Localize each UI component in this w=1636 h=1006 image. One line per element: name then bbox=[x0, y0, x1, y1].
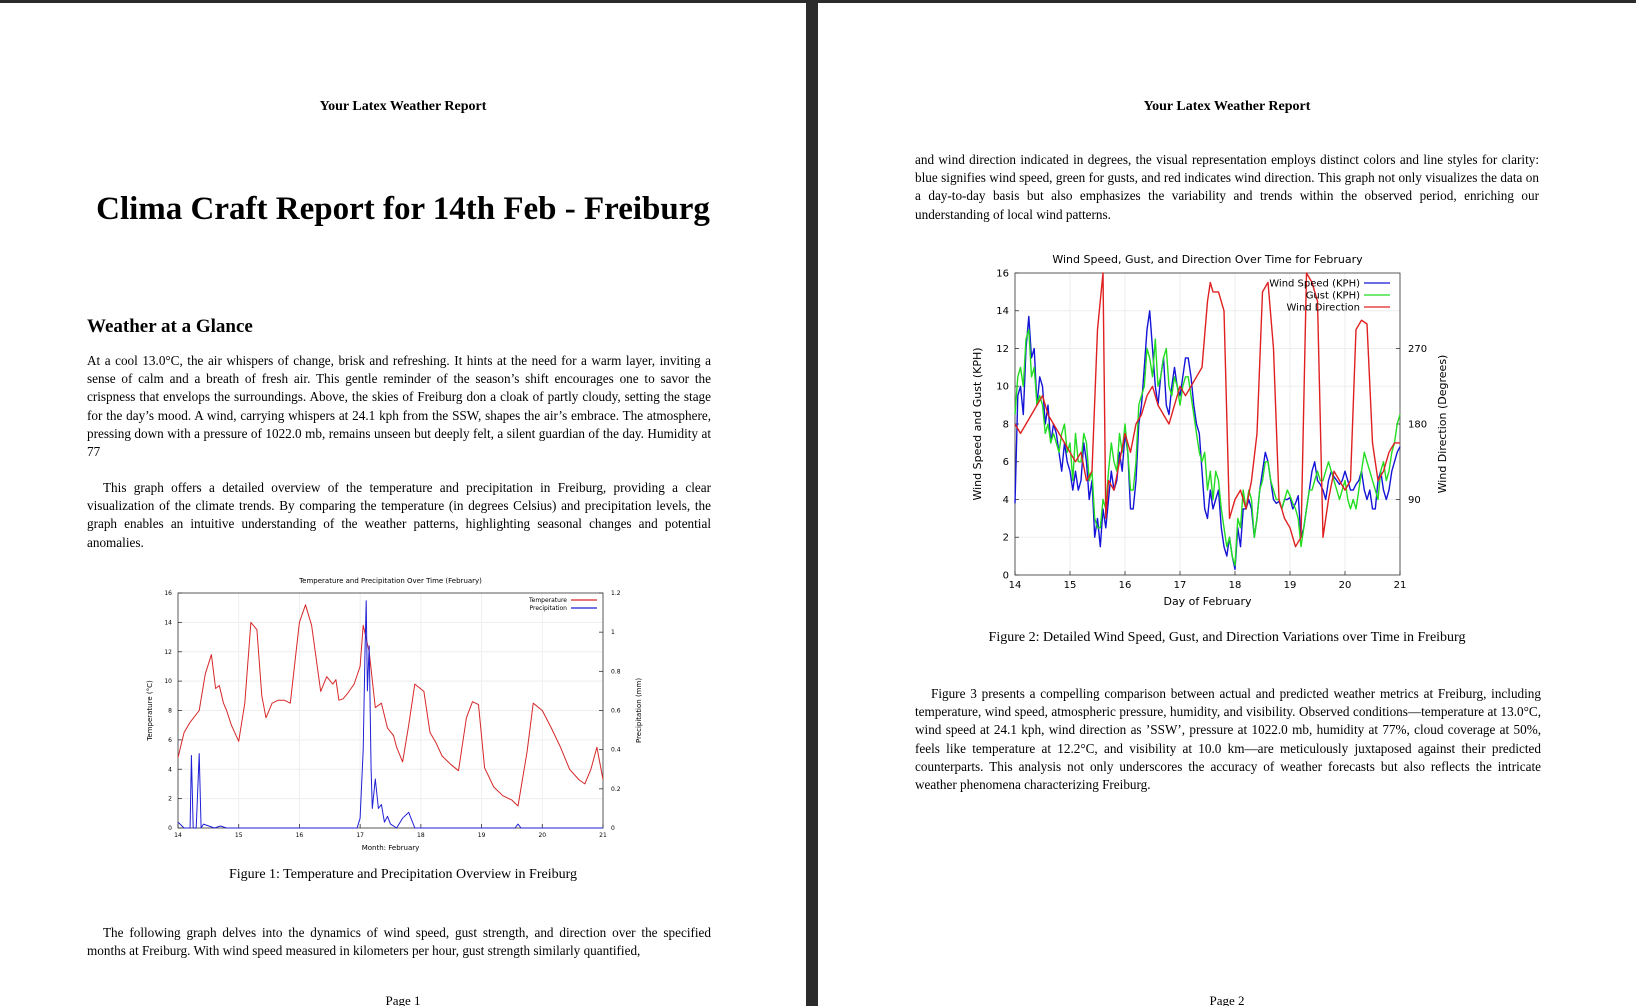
y2-tick-label: 0 bbox=[611, 825, 615, 832]
x-tick-label: 15 bbox=[1064, 580, 1077, 591]
legend-label: Precipitation bbox=[529, 605, 567, 612]
y-tick-label: 8 bbox=[168, 708, 172, 715]
y-axis-label: Temperature (°C) bbox=[146, 680, 154, 742]
x-tick-label: 21 bbox=[599, 832, 607, 839]
x-tick-label: 20 bbox=[1339, 580, 1352, 591]
graph-intro-paragraph: This graph offers a detailed overview of… bbox=[87, 480, 711, 550]
page-2: Your Latex Weather Report and wind direc… bbox=[818, 3, 1636, 1006]
weather-paragraph: At a cool 13.0°C, the air whispers of ch… bbox=[87, 353, 711, 460]
x-tick-label: 16 bbox=[296, 832, 304, 839]
chart-title: Wind Speed, Gust, and Direction Over Tim… bbox=[1052, 253, 1363, 266]
page-number: Page 2 bbox=[1209, 993, 1245, 1006]
y-tick-label: 0 bbox=[168, 825, 172, 832]
y2-tick-label: 0.6 bbox=[611, 708, 621, 715]
legend-label: Wind Direction bbox=[1287, 302, 1361, 313]
x-axis-label: Month: February bbox=[362, 844, 420, 852]
y-axis-label: Wind Speed and Gust (KPH) bbox=[971, 347, 984, 500]
x-tick-label: 18 bbox=[417, 832, 425, 839]
figure-1-caption: Figure 1: Temperature and Precipitation … bbox=[228, 867, 578, 882]
y-tick-label: 16 bbox=[996, 268, 1009, 279]
x-tick-label: 19 bbox=[478, 832, 486, 839]
temperature-precipitation-chart: 14 15 16 17 18 19 20 21 0 2 4 6 8 10 12 14 16 0 0.2 0.4 0.6 0… bbox=[146, 577, 643, 852]
y2-axis-label: Wind Direction (Degrees) bbox=[1436, 355, 1449, 494]
page-number: Page 1 bbox=[385, 993, 421, 1006]
wind-description-paragraph: and wind direction indicated in degrees,… bbox=[915, 152, 1539, 222]
y2-tick-label: 270 bbox=[1408, 344, 1427, 355]
document-title: Clima Craft Report for 14th Feb - Freibu… bbox=[96, 191, 710, 227]
y2-tick-label: 180 bbox=[1408, 419, 1427, 430]
x-tick-label: 15 bbox=[235, 832, 243, 839]
wind-speed-line bbox=[1014, 310, 1401, 570]
running-header: Your Latex Weather Report bbox=[1143, 99, 1311, 114]
chart-title: Temperature and Precipitation Over Time … bbox=[298, 577, 482, 585]
precipitation-line bbox=[177, 600, 603, 829]
y2-tick-label: 0.2 bbox=[611, 786, 621, 793]
y-tick-label: 14 bbox=[164, 619, 172, 626]
figure-2-caption: Figure 2: Detailed Wind Speed, Gust, and… bbox=[988, 630, 1466, 645]
y-tick-label: 6 bbox=[1003, 457, 1009, 468]
y-tick-label: 6 bbox=[168, 737, 172, 744]
y2-tick-label: 90 bbox=[1408, 495, 1421, 506]
x-tick-label: 16 bbox=[1119, 580, 1132, 591]
y-tick-label: 4 bbox=[1003, 495, 1009, 506]
gust-line bbox=[1014, 328, 1401, 567]
y2-axis-label: Precipitation (mm) bbox=[635, 678, 643, 743]
x-tick-label: 14 bbox=[1009, 580, 1022, 591]
x-tick-label: 21 bbox=[1394, 580, 1407, 591]
y-tick-label: 12 bbox=[996, 344, 1009, 355]
y2-tick-label: 0.4 bbox=[611, 747, 621, 754]
x-tick-label: 17 bbox=[356, 832, 364, 839]
section-title: Weather at a Glance bbox=[87, 316, 253, 337]
y-tick-label: 10 bbox=[164, 678, 172, 685]
y-tick-label: 2 bbox=[1003, 533, 1009, 544]
x-tick-label: 19 bbox=[1284, 580, 1297, 591]
x-tick-label: 18 bbox=[1229, 580, 1242, 591]
y-tick-label: 4 bbox=[168, 766, 172, 773]
y-tick-label: 0 bbox=[1003, 570, 1009, 581]
y-tick-label: 10 bbox=[996, 382, 1009, 393]
y2-tick-label: 0.8 bbox=[611, 668, 621, 675]
x-tick-label: 17 bbox=[1174, 580, 1187, 591]
x-tick-label: 14 bbox=[174, 832, 182, 839]
y2-tick-label: 1.2 bbox=[611, 590, 621, 597]
x-axis-label: Day of February bbox=[1163, 595, 1252, 608]
legend-label: Temperature bbox=[528, 597, 567, 604]
legend-label: Gust (KPH) bbox=[1306, 290, 1360, 301]
temperature-line bbox=[177, 604, 604, 807]
comparison-paragraph: Figure 3 presents a compelling compariso… bbox=[915, 686, 1541, 793]
y-tick-label: 14 bbox=[996, 306, 1009, 317]
page-1: Your Latex Weather Report Clima Craft Re… bbox=[0, 3, 806, 1006]
y2-tick-label: 1 bbox=[611, 629, 615, 636]
wind-intro-paragraph: The following graph delves into the dyna… bbox=[87, 925, 711, 959]
y-tick-label: 12 bbox=[164, 649, 172, 656]
wind-chart: 14 15 16 17 18 19 20 21 0 2 4 6 8 10 12 14 16 90 180 270 Win… bbox=[971, 253, 1449, 608]
wind-direction-line bbox=[1014, 272, 1400, 548]
running-header: Your Latex Weather Report bbox=[319, 99, 487, 114]
x-tick-label: 20 bbox=[538, 832, 546, 839]
y-tick-label: 2 bbox=[168, 796, 172, 803]
legend-label: Wind Speed (KPH) bbox=[1269, 278, 1360, 289]
y-tick-label: 16 bbox=[164, 590, 172, 597]
y-tick-label: 8 bbox=[1003, 419, 1009, 430]
